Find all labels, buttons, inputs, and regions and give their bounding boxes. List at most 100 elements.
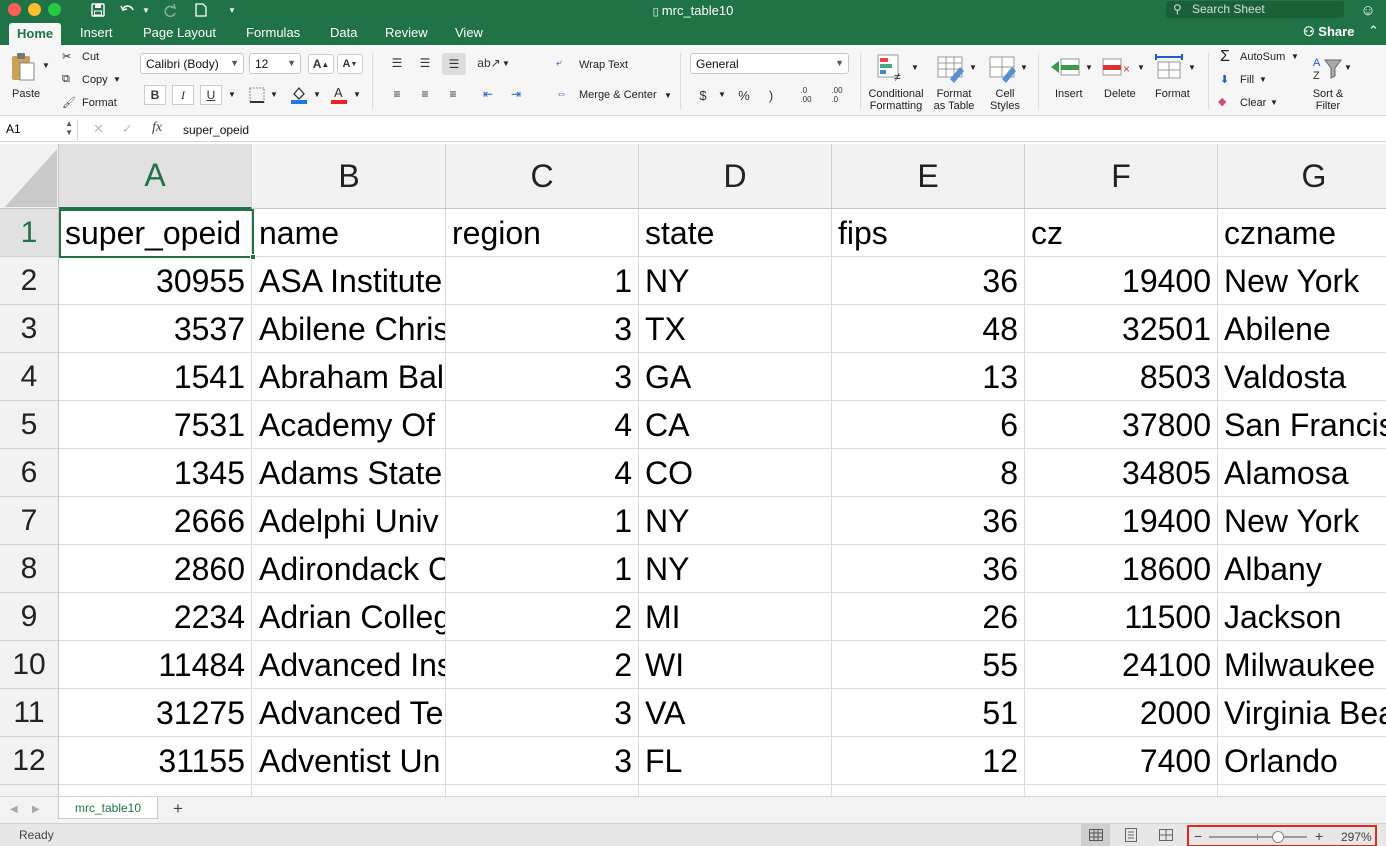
row-header-9[interactable]: 9 <box>0 593 59 641</box>
name-box[interactable]: A1 ▲ ▼ <box>0 119 78 140</box>
cut-icon[interactable]: ✂ <box>62 51 72 63</box>
cell-a11[interactable]: 31275 <box>59 689 252 737</box>
cell-c7[interactable]: 1 <box>446 497 639 545</box>
cell-c8[interactable]: 1 <box>446 545 639 593</box>
cell-g8[interactable]: Albany <box>1218 545 1386 593</box>
align-bottom-icon[interactable]: ☰ <box>442 53 466 75</box>
fill-color-icon[interactable] <box>288 83 310 105</box>
cell-f2[interactable]: 19400 <box>1025 257 1218 305</box>
cell-b7[interactable]: Adelphi Univ <box>253 497 446 545</box>
cell-f11[interactable]: 2000 <box>1025 689 1218 737</box>
underline-button[interactable]: U <box>200 85 222 105</box>
align-left-icon[interactable]: ≡ <box>393 87 401 101</box>
underline-dropdown-icon[interactable]: ▼ <box>228 90 236 99</box>
decrease-font-size-button[interactable]: A ▼ <box>337 54 363 74</box>
insert-cells-icon[interactable] <box>1048 53 1082 83</box>
cell-b2[interactable]: ASA Institute <box>253 257 446 305</box>
cell-styles-icon[interactable] <box>986 51 1020 85</box>
cell-f7[interactable]: 19400 <box>1025 497 1218 545</box>
cell-c2[interactable]: 1 <box>446 257 639 305</box>
cancel-edit-icon[interactable]: ✕ <box>93 121 104 136</box>
format-as-table-button[interactable]: Format as Table <box>933 88 975 112</box>
zoom-in-button[interactable]: + <box>1315 828 1324 844</box>
cell-g9[interactable]: Jackson <box>1218 593 1386 641</box>
cell-g5[interactable]: San Francis <box>1218 401 1386 449</box>
close-window-button[interactable] <box>8 3 21 16</box>
cell-a12[interactable]: 31155 <box>59 737 252 785</box>
cell-a8[interactable]: 2860 <box>59 545 252 593</box>
merge-dropdown-icon[interactable]: ▼ <box>664 91 672 100</box>
cell-f4[interactable]: 8503 <box>1025 353 1218 401</box>
tab-formulas[interactable]: Formulas <box>246 25 301 40</box>
cell-d2[interactable]: NY <box>639 257 832 305</box>
cell-g10[interactable]: Milwaukee <box>1218 641 1386 689</box>
cut-button[interactable]: Cut <box>82 51 100 63</box>
cell-g2[interactable]: New York <box>1218 257 1386 305</box>
cell-partial[interactable] <box>1218 785 1386 796</box>
cell-c12[interactable]: 3 <box>446 737 639 785</box>
font-color-icon[interactable]: A <box>328 83 350 105</box>
bold-button[interactable]: B <box>144 85 166 105</box>
column-header-a[interactable]: A <box>59 144 252 209</box>
tab-home[interactable]: Home <box>9 23 62 45</box>
cell-e8[interactable]: 36 <box>832 545 1025 593</box>
cell-styles-dropdown-icon[interactable]: ▼ <box>1020 63 1028 72</box>
column-header-f[interactable]: F <box>1025 144 1218 209</box>
cell-b11[interactable]: Advanced Te <box>253 689 446 737</box>
cell-d1[interactable]: state <box>639 209 832 257</box>
cell-partial[interactable] <box>59 785 252 796</box>
autosum-button[interactable]: AutoSum <box>1240 51 1286 63</box>
merge-center-button[interactable]: Merge & Center <box>579 89 657 101</box>
column-header-g[interactable]: G <box>1218 144 1386 209</box>
cell-partial[interactable] <box>1025 785 1218 796</box>
minimize-window-button[interactable] <box>28 3 41 16</box>
cell-f5[interactable]: 37800 <box>1025 401 1218 449</box>
cell-a7[interactable]: 2666 <box>59 497 252 545</box>
cell-c6[interactable]: 4 <box>446 449 639 497</box>
paste-dropdown-icon[interactable]: ▼ <box>42 61 50 70</box>
cell-d9[interactable]: MI <box>639 593 832 641</box>
cell-c9[interactable]: 2 <box>446 593 639 641</box>
align-middle-icon[interactable]: ☰ <box>419 56 431 70</box>
paste-label[interactable]: Paste <box>12 88 41 100</box>
fill-icon[interactable]: ⬇ <box>1220 74 1230 86</box>
align-top-icon[interactable]: ☰ <box>391 56 403 70</box>
cell-g3[interactable]: Abilene <box>1218 305 1386 353</box>
row-header-12[interactable]: 12 <box>0 737 59 785</box>
row-header-1[interactable]: 1 <box>0 209 59 257</box>
undo-dropdown-icon[interactable]: ▼ <box>142 5 150 15</box>
name-box-stepper-icon[interactable]: ▲ ▼ <box>65 119 73 137</box>
cell-e1[interactable]: fips <box>832 209 1025 257</box>
new-document-icon[interactable] <box>193 2 209 18</box>
customize-toolbar-icon[interactable]: ▾ <box>229 4 235 15</box>
column-header-e[interactable]: E <box>832 144 1025 209</box>
page-break-view-icon[interactable] <box>1153 824 1179 846</box>
normal-view-icon[interactable] <box>1081 824 1110 846</box>
cell-g7[interactable]: New York <box>1218 497 1386 545</box>
delete-dropdown-icon[interactable]: ▼ <box>1137 63 1145 72</box>
conditional-dropdown-icon[interactable]: ▼ <box>911 63 919 72</box>
clear-dropdown-icon[interactable]: ▼ <box>1270 98 1278 107</box>
cell-c1[interactable]: region <box>446 209 639 257</box>
cell-c11[interactable]: 3 <box>446 689 639 737</box>
cell-e9[interactable]: 26 <box>832 593 1025 641</box>
cell-c5[interactable]: 4 <box>446 401 639 449</box>
row-header-11[interactable]: 11 <box>0 689 59 737</box>
cell-b9[interactable]: Adrian Colleg <box>253 593 446 641</box>
borders-icon[interactable] <box>246 85 268 105</box>
collapse-ribbon-icon[interactable]: ⌃ <box>1368 23 1379 38</box>
column-header-d[interactable]: D <box>639 144 832 209</box>
cell-e6[interactable]: 8 <box>832 449 1025 497</box>
row-header-8[interactable]: 8 <box>0 545 59 593</box>
insert-dropdown-icon[interactable]: ▼ <box>1085 63 1093 72</box>
cell-e2[interactable]: 36 <box>832 257 1025 305</box>
comma-style-button[interactable]: ) <box>768 87 774 103</box>
align-center-icon[interactable]: ≡ <box>421 87 429 101</box>
cell-e3[interactable]: 48 <box>832 305 1025 353</box>
cell-a4[interactable]: 1541 <box>59 353 252 401</box>
undo-icon[interactable] <box>120 2 136 18</box>
decrease-indent-icon[interactable]: ⇤ <box>482 87 494 101</box>
row-header-3[interactable]: 3 <box>0 305 59 353</box>
font-name-dropdown[interactable]: Calibri (Body) ▼ <box>140 53 244 74</box>
tab-view[interactable]: View <box>455 25 483 40</box>
